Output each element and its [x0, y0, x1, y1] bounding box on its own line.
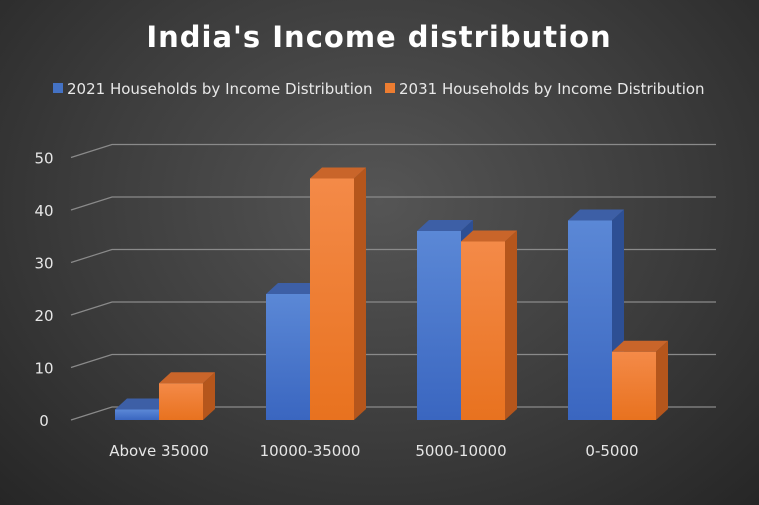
gridline-50: [70, 143, 716, 159]
bar-top-face: [159, 372, 215, 384]
x-category-label: 5000-10000: [415, 442, 506, 460]
bar-top-face: [568, 209, 624, 221]
bar-top-face: [115, 398, 171, 410]
gridline-40: [70, 196, 716, 211]
bar-2031-2: [461, 230, 517, 420]
bar-side-face: [656, 340, 668, 420]
bar-side-face: [354, 167, 366, 420]
x-category-label: 0-5000: [585, 442, 638, 460]
bar-front-face: [612, 351, 656, 420]
bar-2031-0: [159, 372, 215, 420]
x-category-label: 10000-35000: [260, 442, 361, 460]
y-tick-label: 0: [39, 412, 49, 430]
y-tick-label: 20: [34, 307, 53, 325]
bar-2031-3: [612, 340, 668, 420]
legend-label-2031: 2031 Households by Income Distribution: [399, 80, 705, 98]
bar-top-face: [266, 283, 322, 294]
bar-front-face: [417, 231, 461, 420]
legend-swatch-2031: [385, 83, 395, 93]
bar-2031-1: [310, 167, 366, 420]
bar-top-face: [310, 167, 366, 179]
y-tick-label: 40: [34, 202, 53, 220]
bars: [115, 167, 668, 420]
chart-title: India's Income distribution: [146, 20, 611, 54]
bar-front-face: [568, 220, 612, 420]
legend: 2021 Households by Income Distribution 2…: [53, 80, 705, 98]
bar-front-face: [266, 294, 310, 420]
y-axis-ticks: 0 10 20 30 40 50: [34, 150, 53, 431]
bar-top-face: [417, 220, 473, 231]
legend-label-2021: 2021 Households by Income Distribution: [67, 80, 373, 98]
bar-side-face: [203, 372, 215, 420]
bar-top-face: [461, 230, 517, 242]
bar-front-face: [310, 178, 354, 420]
bar-side-face: [505, 230, 517, 420]
bar-front-face: [159, 383, 203, 420]
y-tick-label: 50: [34, 150, 53, 168]
bar-front-face: [461, 241, 505, 420]
x-category-label: Above 35000: [109, 442, 209, 460]
x-axis-categories: Above 35000 10000-35000 5000-10000 0-5000: [109, 442, 638, 460]
legend-swatch-2021: [53, 83, 63, 93]
bar-front-face: [115, 409, 159, 420]
bar-top-face: [612, 340, 668, 352]
y-tick-label: 30: [34, 255, 53, 273]
y-tick-label: 10: [34, 360, 53, 378]
